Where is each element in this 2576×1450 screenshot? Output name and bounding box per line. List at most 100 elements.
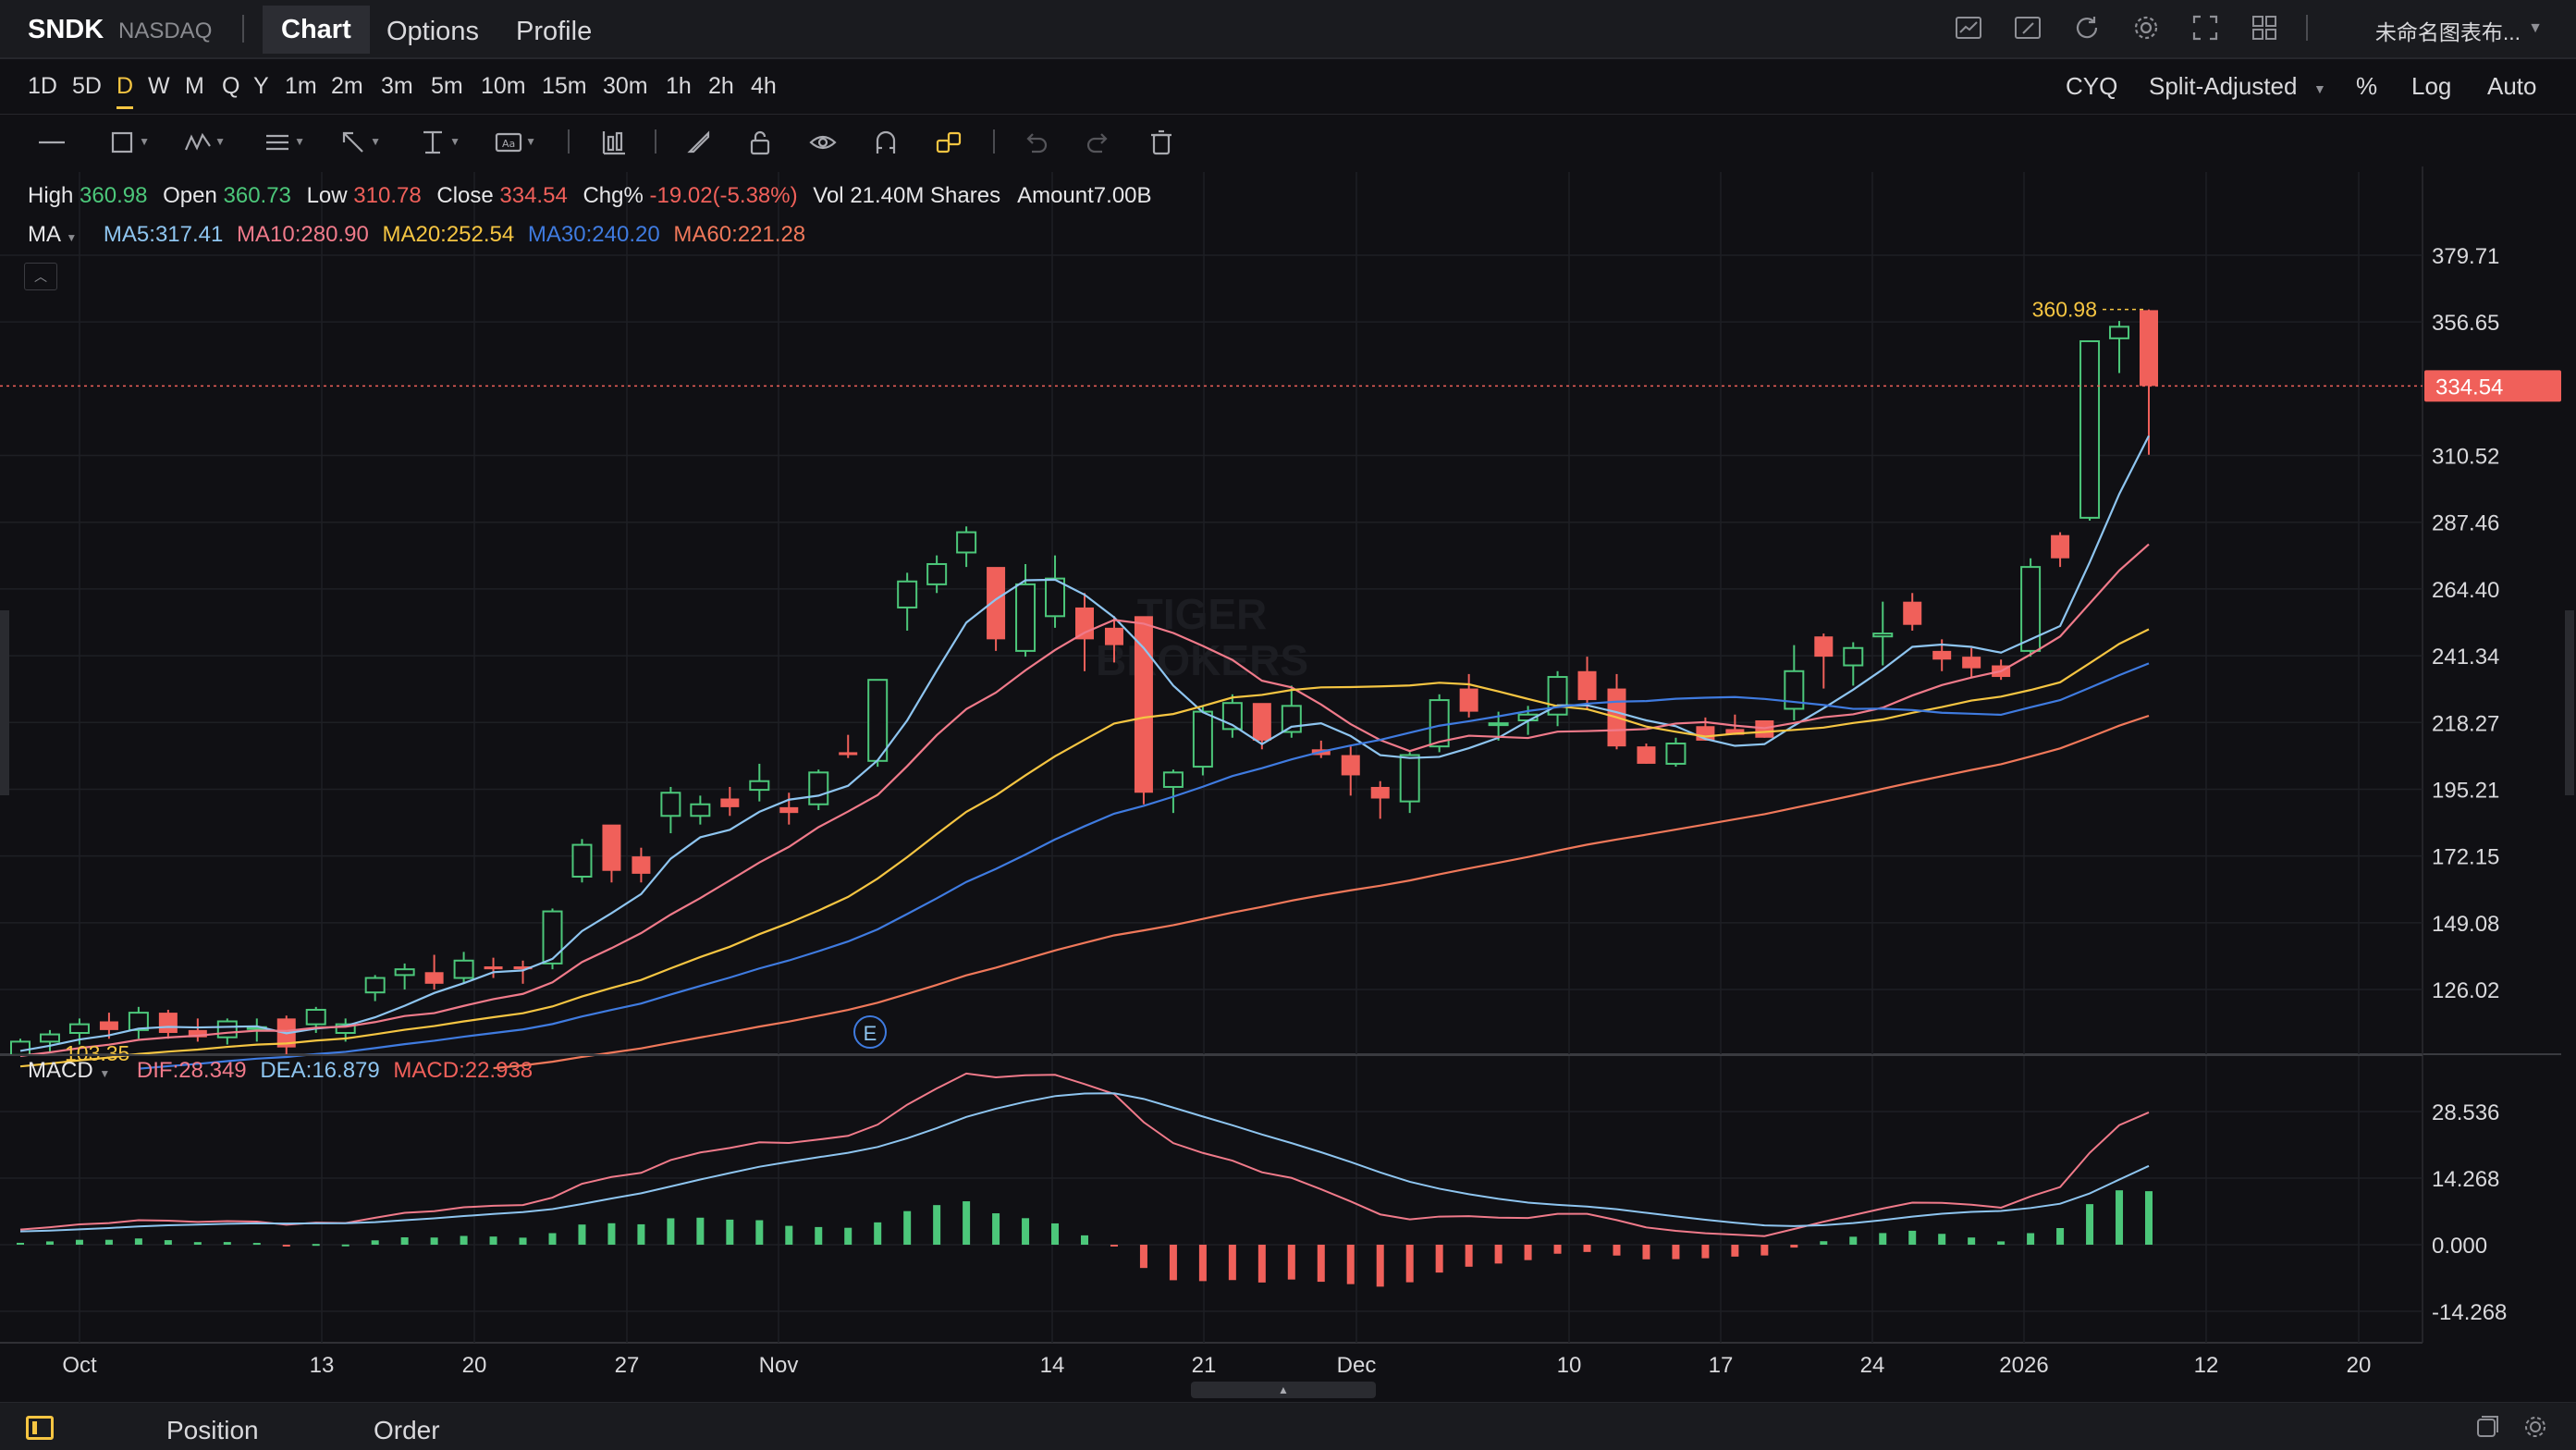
tf-y[interactable]: Y: [253, 73, 269, 99]
tf-w[interactable]: W: [148, 73, 170, 99]
macd-histogram-bar: [578, 1224, 586, 1245]
tf-2m[interactable]: 2m: [331, 73, 363, 99]
ma10-line: [19, 543, 2150, 1057]
pane-divider: [0, 1054, 2423, 1056]
brush-icon[interactable]: [684, 128, 714, 159]
tf-5d[interactable]: 5D: [72, 73, 102, 99]
auto-toggle[interactable]: Auto: [2487, 72, 2537, 100]
fibonacci-tool-icon[interactable]: ▼: [266, 134, 305, 151]
candle-body: [1134, 616, 1153, 793]
chevron-down-icon[interactable]: ▼: [99, 1067, 111, 1080]
candle-body: [2020, 566, 2042, 652]
candle-body: [1577, 670, 1597, 701]
fullscreen-icon[interactable]: [2190, 13, 2221, 44]
refresh-icon[interactable]: [2071, 13, 2103, 44]
lock-icon[interactable]: [745, 128, 775, 159]
tf-3m[interactable]: 3m: [381, 73, 413, 99]
pattern-tool-icon[interactable]: ▼: [183, 128, 226, 159]
line-tool-icon[interactable]: [28, 128, 76, 159]
macd-histogram-bar: [17, 1242, 24, 1245]
undo-icon[interactable]: [1021, 128, 1050, 159]
tf-1d[interactable]: 1D: [28, 73, 57, 99]
macd-histogram-bar: [1997, 1241, 2006, 1245]
tf-m[interactable]: M: [185, 73, 204, 99]
chevron-down-icon[interactable]: ▼: [66, 231, 78, 244]
candle-body: [1843, 646, 1864, 667]
divider: [993, 129, 995, 154]
tf-15m[interactable]: 15m: [542, 73, 587, 99]
macd-histogram-bar: [400, 1237, 409, 1245]
expand-panel-handle[interactable]: ▲: [1191, 1382, 1376, 1398]
eye-icon[interactable]: [808, 128, 838, 159]
macd-histogram-bar: [963, 1201, 971, 1245]
macd-histogram-bar: [667, 1218, 675, 1245]
cyq-button[interactable]: CYQ: [2066, 72, 2118, 100]
macd-tick-label: 0.000: [2432, 1234, 2487, 1259]
text-tool-icon[interactable]: Aa ▼: [494, 128, 536, 159]
window-icon[interactable]: [2474, 1414, 2500, 1440]
price-tick-label: 126.02: [2432, 978, 2499, 1003]
candle-body: [1104, 627, 1123, 645]
tab-position[interactable]: Position: [166, 1416, 259, 1444]
chart-type-icon[interactable]: [1953, 13, 1984, 44]
panel-toggle-icon[interactable]: [26, 1416, 54, 1440]
draw-pen-icon[interactable]: [2012, 13, 2043, 44]
arrow-tool-icon[interactable]: ▼: [338, 128, 381, 159]
magnet-icon[interactable]: [871, 128, 901, 159]
tab-chart[interactable]: Chart: [263, 6, 370, 54]
trash-icon[interactable]: [1147, 128, 1176, 159]
link-icon[interactable]: [934, 128, 963, 159]
collapse-legend-button[interactable]: ︿: [24, 263, 57, 290]
indicator-icon[interactable]: [599, 128, 629, 159]
tf-1h[interactable]: 1h: [666, 73, 692, 99]
left-panel-handle[interactable]: [0, 610, 9, 795]
macd-indicator-dropdown[interactable]: MACD: [28, 1058, 93, 1083]
layout-name-dropdown[interactable]: 未命名图表布...: [2374, 20, 2521, 44]
macd-histogram-bar: [193, 1242, 202, 1245]
chevron-down-icon[interactable]: ▼: [2528, 20, 2543, 36]
macd-tick-label: -14.268: [2432, 1300, 2507, 1325]
settings-gear-icon[interactable]: [2522, 1414, 2548, 1440]
right-panel-handle[interactable]: [2565, 610, 2574, 795]
dea-value: DEA:16.879: [260, 1058, 380, 1083]
macd-histogram-bar: [1760, 1245, 1769, 1256]
log-toggle[interactable]: Log: [2411, 72, 2452, 100]
adjust-mode-dropdown[interactable]: Split-Adjusted: [2149, 72, 2298, 100]
measure-tool-icon[interactable]: ▼: [423, 130, 460, 154]
close-label: Close: [436, 183, 494, 208]
tf-30m[interactable]: 30m: [603, 73, 648, 99]
settings-gear-icon[interactable]: [2130, 13, 2162, 44]
tab-options[interactable]: Options: [386, 17, 479, 46]
redo-icon[interactable]: [1084, 128, 1113, 159]
price-chart[interactable]: 379.71 356.65 310.52 287.46 264.40 241.34 218.…: [0, 0, 2576, 1402]
tf-5m[interactable]: 5m: [431, 73, 463, 99]
candle-body: [394, 968, 415, 977]
tf-1m[interactable]: 1m: [285, 73, 317, 99]
candle-body: [1045, 577, 1066, 618]
tf-2h[interactable]: 2h: [708, 73, 734, 99]
layout-grid-icon[interactable]: [2249, 13, 2280, 44]
candle-body: [2079, 339, 2101, 519]
candle-body: [1192, 710, 1213, 768]
tf-d[interactable]: D: [117, 73, 134, 109]
tab-order[interactable]: Order: [374, 1416, 440, 1444]
macd-histogram-bar: [1405, 1245, 1414, 1283]
macd-histogram-bar: [223, 1242, 231, 1245]
percent-toggle[interactable]: %: [2356, 72, 2378, 100]
ma-indicator-dropdown[interactable]: MA: [28, 222, 60, 247]
chg-label: Chg%: [583, 183, 644, 208]
tf-4h[interactable]: 4h: [751, 73, 777, 99]
tab-profile[interactable]: Profile: [516, 17, 593, 46]
shape-tool-icon[interactable]: ▼: [107, 128, 150, 159]
candle-body: [484, 966, 503, 970]
macd-histogram-bar: [2116, 1190, 2124, 1245]
candle-body: [1341, 755, 1360, 776]
macd-histogram-bar: [1613, 1245, 1621, 1256]
tf-q[interactable]: Q: [222, 73, 240, 99]
macd-histogram-bar: [1257, 1245, 1266, 1283]
macd-histogram-bar: [1051, 1223, 1060, 1245]
candle-body: [2051, 535, 2070, 559]
tf-10m[interactable]: 10m: [481, 73, 526, 99]
chevron-down-icon[interactable]: ▼: [2313, 81, 2326, 96]
macd-histogram-bar: [1820, 1241, 1828, 1245]
